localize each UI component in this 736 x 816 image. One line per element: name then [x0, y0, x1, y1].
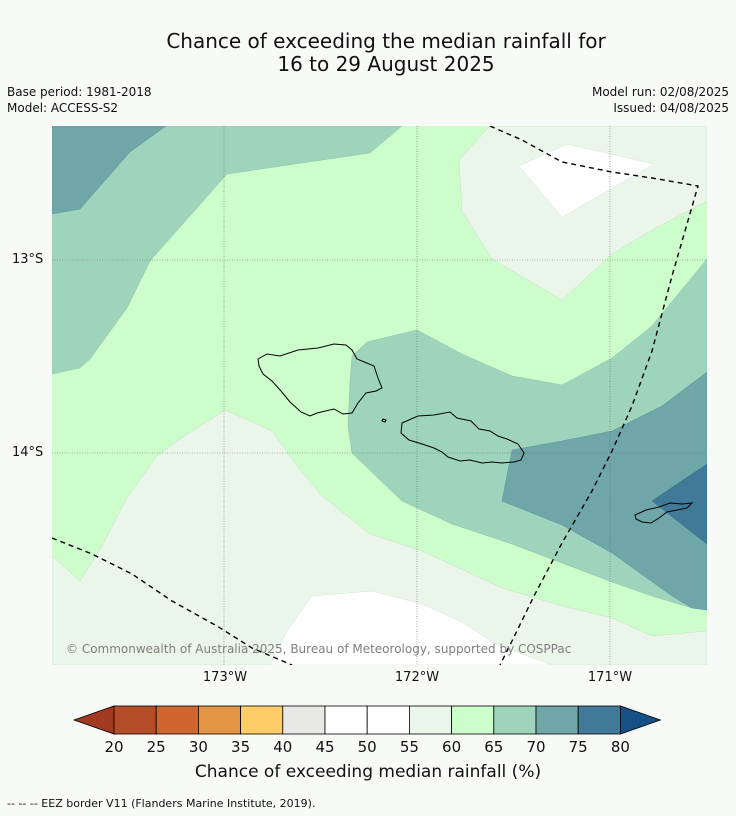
base-period: Base period: 1981-2018	[7, 85, 152, 99]
island-savaii	[257, 343, 383, 417]
island-manono	[381, 418, 387, 423]
colorbar: 20 25 30 35 40 45 50 55 60 65 70 75 80	[72, 705, 662, 756]
zone-sw-50-55	[269, 590, 553, 665]
colorbar-tick-label: 45	[315, 738, 334, 756]
zone-nw-70-75	[52, 126, 167, 215]
colorbar-extend-low	[72, 705, 115, 735]
colorbar-extend-high	[620, 705, 662, 735]
colorbar-label: Chance of exceeding median rainfall (%)	[194, 762, 542, 782]
colorbar-block	[282, 705, 326, 735]
colorbar-block	[577, 705, 621, 735]
colorbar-block	[324, 705, 368, 735]
colorbar-tick-label: 65	[484, 738, 503, 756]
colorbar-tick-label: 60	[442, 738, 461, 756]
colorbar-block	[113, 705, 157, 735]
lat-label-13s: 13°S	[12, 252, 44, 267]
map-title: Chance of exceeding the median rainfall …	[0, 30, 736, 76]
meta-left: Base period: 1981-2018 Model: ACCESS-S2	[7, 84, 152, 116]
colorbar-tick-label: 20	[104, 738, 123, 756]
model-run: Model run: 02/08/2025	[591, 85, 729, 99]
lon-label-172w: 172°W	[394, 670, 440, 685]
colorbar-block	[408, 705, 452, 735]
eez-border	[52, 126, 699, 665]
colorbar-block	[155, 705, 199, 735]
zone-nw-65-70	[52, 126, 403, 375]
lon-label-171w: 171°W	[587, 670, 633, 685]
colorbar-block	[535, 705, 579, 735]
colorbar-block	[366, 705, 410, 735]
colorbar-block	[493, 705, 537, 735]
zone-ne-50-55	[518, 143, 655, 218]
lat-label-14s: 14°S	[12, 445, 44, 460]
zone-sw-55-60	[52, 409, 707, 665]
colorbar-tick-label: 40	[273, 738, 292, 756]
title-line-2: 16 to 29 August 2025	[277, 52, 495, 76]
colorbar-tick-label: 35	[231, 738, 250, 756]
issued-date: Issued: 04/08/2025	[613, 101, 729, 115]
colorbar-tick-label: 70	[526, 738, 545, 756]
eez-footnote: -- -- -- EEZ border V11 (Flanders Marine…	[7, 797, 316, 810]
lon-label-173w: 173°W	[202, 670, 248, 685]
colorbar-block	[451, 705, 495, 735]
colorbar-tick-label: 55	[400, 738, 419, 756]
colorbar-tick-label: 80	[611, 738, 630, 756]
title-line-1: Chance of exceeding the median rainfall …	[166, 29, 606, 53]
colorbar-tick-label: 30	[189, 738, 208, 756]
island-tutuila	[634, 502, 694, 524]
graticule	[52, 126, 707, 665]
colorbar-block	[197, 705, 241, 735]
model-name: Model: ACCESS-S2	[7, 101, 119, 115]
colorbar-tick-label: 75	[569, 738, 588, 756]
copyright-text: © Commonwealth of Australia 2025, Bureau…	[66, 642, 571, 656]
rainfall-map: © Commonwealth of Australia 2025, Bureau…	[52, 126, 707, 665]
colorbar-tick-label: 25	[147, 738, 166, 756]
zone-se-70-75	[501, 371, 707, 611]
zone-ne-55-60	[458, 126, 707, 301]
meta-right: Model run: 02/08/2025 Issued: 04/08/2025	[592, 84, 729, 116]
colorbar-block	[240, 705, 284, 735]
island-upolu	[400, 411, 525, 464]
colorbar-tick-label: 50	[358, 738, 377, 756]
